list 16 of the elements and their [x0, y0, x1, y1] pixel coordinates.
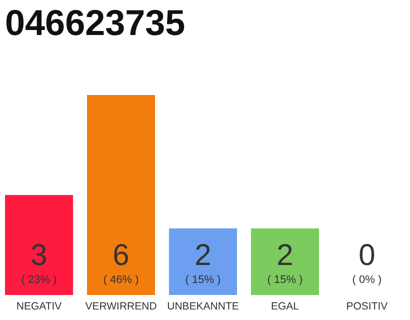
- data-label: 0: [358, 239, 376, 272]
- x-tick-label: NEGATIV: [16, 300, 62, 312]
- annotation: ( 15% ): [267, 274, 303, 286]
- data-label: 3: [30, 239, 48, 272]
- annotation: ( 0% ): [352, 274, 382, 286]
- annotation: ( 23% ): [21, 274, 57, 286]
- data-label: 2: [194, 239, 212, 272]
- x-tick-label: UNBEKANNTE: [167, 300, 239, 312]
- annotation: ( 15% ): [185, 274, 221, 286]
- data-label: 2: [276, 239, 294, 272]
- x-tick-label: VERWIRREND: [85, 300, 158, 312]
- x-tick-label: POSITIV: [346, 300, 388, 312]
- annotation: ( 46% ): [103, 274, 139, 286]
- data-label: 6: [112, 239, 130, 272]
- chart-title: 046623735: [5, 2, 186, 43]
- x-tick-label: EGAL: [270, 300, 300, 312]
